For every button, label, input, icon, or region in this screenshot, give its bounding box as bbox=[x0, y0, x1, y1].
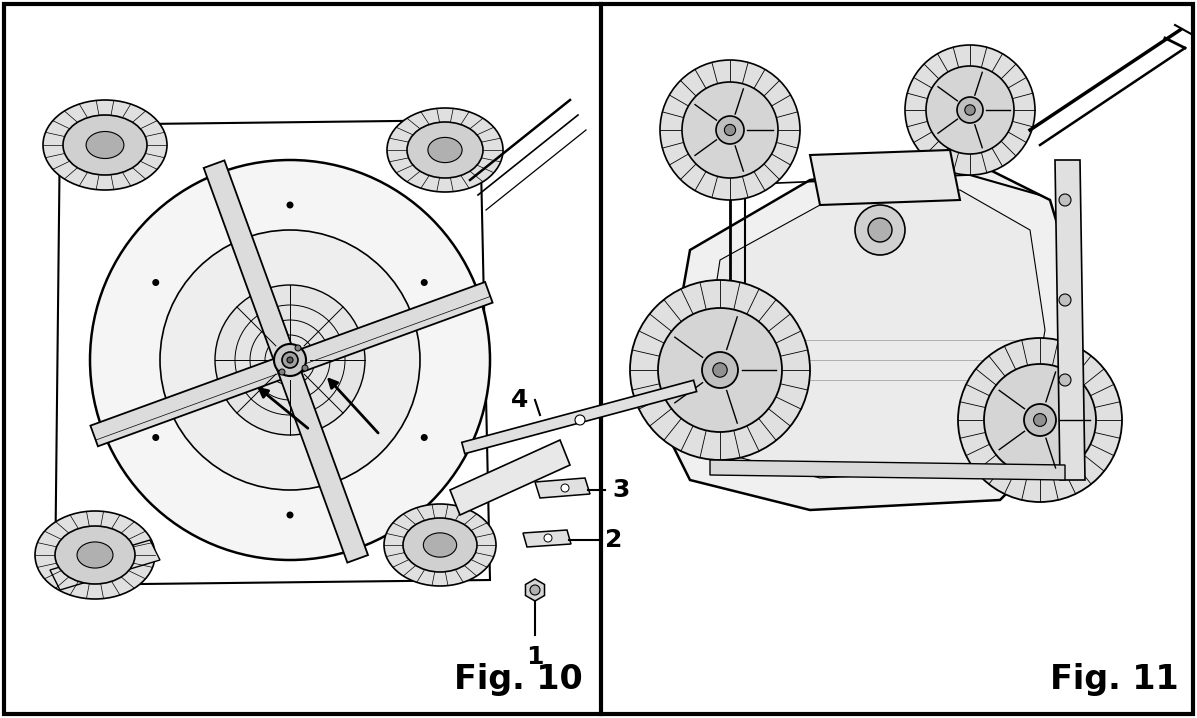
Ellipse shape bbox=[86, 131, 124, 159]
Circle shape bbox=[956, 97, 983, 123]
Polygon shape bbox=[535, 478, 590, 498]
Circle shape bbox=[682, 82, 778, 178]
Text: Fig. 10: Fig. 10 bbox=[454, 663, 583, 696]
Polygon shape bbox=[710, 460, 1065, 480]
Circle shape bbox=[287, 357, 293, 363]
Circle shape bbox=[1059, 374, 1071, 386]
Circle shape bbox=[286, 202, 293, 208]
Ellipse shape bbox=[407, 122, 484, 178]
Circle shape bbox=[660, 60, 800, 200]
Text: 1: 1 bbox=[527, 645, 543, 669]
Circle shape bbox=[926, 66, 1014, 154]
Circle shape bbox=[701, 352, 739, 388]
Ellipse shape bbox=[384, 504, 496, 586]
Circle shape bbox=[855, 205, 905, 255]
Circle shape bbox=[543, 534, 552, 542]
Circle shape bbox=[1033, 414, 1046, 426]
Circle shape bbox=[658, 308, 782, 432]
Ellipse shape bbox=[43, 100, 168, 190]
Circle shape bbox=[160, 230, 420, 490]
Polygon shape bbox=[1055, 160, 1084, 480]
Text: 2: 2 bbox=[604, 528, 622, 552]
Text: 3: 3 bbox=[612, 478, 630, 502]
Ellipse shape bbox=[403, 518, 476, 572]
Circle shape bbox=[530, 585, 540, 595]
Circle shape bbox=[420, 279, 427, 286]
Polygon shape bbox=[91, 282, 493, 447]
Ellipse shape bbox=[77, 542, 113, 568]
Circle shape bbox=[274, 344, 306, 376]
Circle shape bbox=[286, 511, 293, 518]
Ellipse shape bbox=[35, 511, 154, 599]
Text: Fig. 11: Fig. 11 bbox=[1051, 663, 1179, 696]
Circle shape bbox=[958, 338, 1122, 502]
Text: 4: 4 bbox=[511, 388, 528, 412]
Ellipse shape bbox=[387, 108, 503, 192]
Ellipse shape bbox=[427, 137, 462, 162]
Circle shape bbox=[152, 279, 159, 286]
Ellipse shape bbox=[424, 533, 456, 557]
Circle shape bbox=[716, 116, 745, 144]
Polygon shape bbox=[462, 381, 697, 454]
Circle shape bbox=[420, 434, 427, 441]
Polygon shape bbox=[203, 160, 367, 563]
Circle shape bbox=[724, 124, 736, 136]
Polygon shape bbox=[50, 540, 160, 590]
Circle shape bbox=[965, 105, 976, 115]
Circle shape bbox=[294, 345, 300, 351]
Circle shape bbox=[561, 484, 569, 492]
Circle shape bbox=[575, 415, 585, 425]
Circle shape bbox=[630, 280, 810, 460]
Circle shape bbox=[152, 434, 159, 441]
Circle shape bbox=[712, 363, 728, 377]
Circle shape bbox=[302, 365, 308, 371]
Circle shape bbox=[1059, 194, 1071, 206]
Circle shape bbox=[905, 45, 1035, 175]
Circle shape bbox=[279, 369, 285, 375]
Polygon shape bbox=[660, 160, 1080, 510]
Circle shape bbox=[868, 218, 892, 242]
Circle shape bbox=[282, 352, 298, 368]
Polygon shape bbox=[450, 440, 570, 515]
Circle shape bbox=[90, 160, 490, 560]
Polygon shape bbox=[700, 190, 1045, 478]
Ellipse shape bbox=[55, 526, 135, 584]
Circle shape bbox=[1059, 294, 1071, 306]
Polygon shape bbox=[525, 579, 545, 601]
Circle shape bbox=[215, 285, 365, 435]
Circle shape bbox=[1023, 404, 1056, 436]
Polygon shape bbox=[810, 150, 960, 205]
Circle shape bbox=[984, 364, 1096, 476]
Polygon shape bbox=[523, 530, 571, 547]
Ellipse shape bbox=[63, 115, 147, 175]
